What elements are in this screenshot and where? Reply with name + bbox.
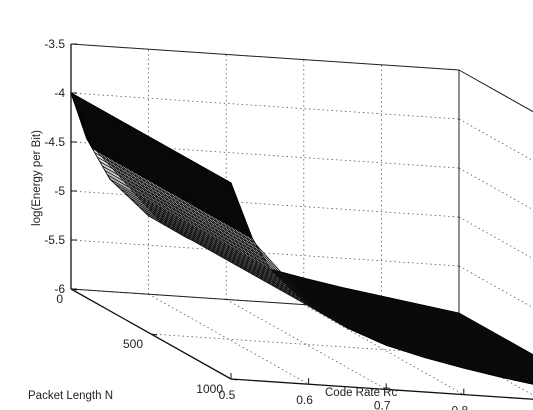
x-tick-label: 0.7 xyxy=(374,398,391,410)
z-tick-label: -4.5 xyxy=(44,135,65,149)
z-tick-label: -4 xyxy=(54,86,65,100)
z-axis-title: log(Energy per Bit) xyxy=(31,130,43,226)
mesh-line xyxy=(200,208,267,283)
mesh-line xyxy=(172,193,239,267)
mesh-line xyxy=(132,170,199,245)
mesh-line xyxy=(168,190,235,265)
mesh-line xyxy=(216,217,283,292)
mesh-line xyxy=(228,224,295,299)
grid-line xyxy=(458,118,533,162)
x-tick-label: 0.5 xyxy=(219,388,236,402)
mesh-line xyxy=(176,195,243,269)
mesh-line xyxy=(96,150,163,224)
mesh-line xyxy=(108,157,175,231)
grid-line xyxy=(70,190,460,218)
mesh-line xyxy=(184,199,251,274)
z-tick-label: -5 xyxy=(54,184,65,198)
mesh-line xyxy=(120,163,187,238)
grid-line xyxy=(458,167,533,211)
y-tick xyxy=(150,333,158,336)
z-tick-label: -6 xyxy=(54,282,65,296)
y-tick xyxy=(230,378,238,381)
mesh-line xyxy=(212,215,279,290)
mesh-line xyxy=(224,222,291,296)
mesh-line xyxy=(236,229,303,303)
x-axis-line xyxy=(230,378,533,400)
mesh-line xyxy=(220,220,287,294)
y-tick-labels: 0 500 1000 xyxy=(56,292,223,396)
mesh-line xyxy=(244,233,311,308)
mesh-line xyxy=(152,181,219,256)
energy-surface xyxy=(70,91,533,385)
grid-line xyxy=(458,216,533,260)
grid-line xyxy=(458,69,533,113)
box-edge xyxy=(70,43,460,71)
mesh-line xyxy=(144,177,211,251)
x-tick-label: 0.6 xyxy=(296,393,313,407)
z-tick-label: -5.5 xyxy=(44,233,65,247)
y-axis-title: Packet Length N xyxy=(28,390,113,402)
mesh-line xyxy=(140,175,207,249)
mesh-line xyxy=(164,188,231,263)
mesh-line xyxy=(104,154,171,229)
y-tick-label: 1000 xyxy=(196,382,223,396)
mesh-line xyxy=(192,204,259,278)
y-tick-label: 0 xyxy=(56,292,63,306)
x-tick-labels: 0.50.60.70.80.91 xyxy=(219,388,533,410)
mesh-line xyxy=(148,179,215,254)
mesh-line xyxy=(112,159,179,233)
axes xyxy=(70,43,533,400)
x-tick-label: 0.9 xyxy=(529,409,533,410)
x-axis-title: Code Rate Rc xyxy=(325,387,397,399)
mesh-line xyxy=(240,231,307,305)
surface-cap xyxy=(70,91,254,240)
mesh-line xyxy=(196,206,263,281)
y-tick-label: 500 xyxy=(123,337,143,351)
y-tick xyxy=(70,288,78,291)
mesh-line xyxy=(136,172,203,247)
mesh-line xyxy=(128,168,195,242)
box-edge xyxy=(458,69,533,113)
mesh-line xyxy=(232,226,299,301)
z-tick-label: -3.5 xyxy=(44,37,65,51)
mesh-line xyxy=(116,161,183,236)
mesh-line xyxy=(248,235,315,310)
mesh-line xyxy=(180,197,247,272)
grid-line xyxy=(70,141,460,169)
grid-line xyxy=(70,239,460,267)
mesh-line xyxy=(188,202,255,276)
x-tick-label: 0.8 xyxy=(451,404,468,410)
mesh-line xyxy=(208,213,275,287)
mesh-line xyxy=(124,166,191,240)
z-tick-labels: -3.5 -4 -4.5 -5 -5.5 -6 xyxy=(44,37,65,296)
mesh-line xyxy=(160,186,227,260)
mesh-line xyxy=(156,184,223,258)
grid-line xyxy=(70,92,460,120)
mesh-line xyxy=(204,211,271,285)
mesh-line xyxy=(100,152,167,227)
